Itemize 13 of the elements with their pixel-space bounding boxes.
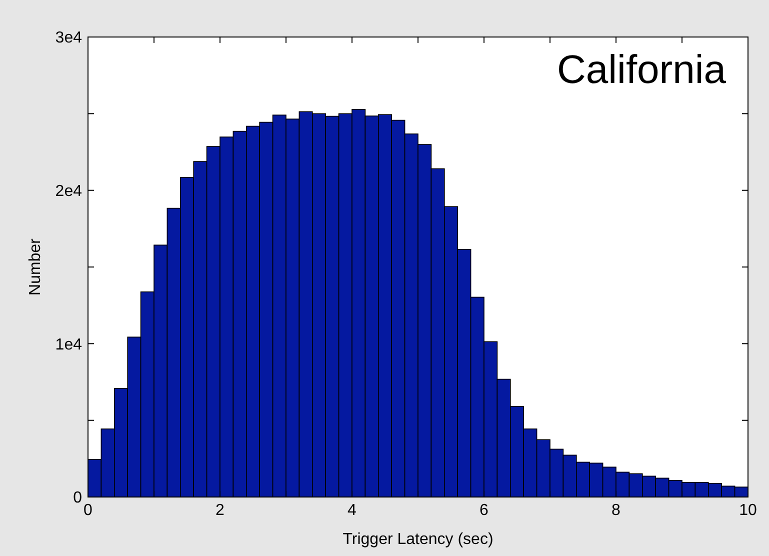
y-tick-label: 0 bbox=[73, 490, 82, 507]
y-axis-title: Number bbox=[27, 238, 44, 296]
annotation: California bbox=[557, 48, 727, 92]
x-axis-title: Trigger Latency (sec) bbox=[342, 531, 494, 548]
x-tick-label: 8 bbox=[612, 502, 621, 519]
x-tick-label: 2 bbox=[216, 502, 225, 519]
y-tick-label: 2e4 bbox=[55, 182, 82, 200]
y-tick-label: 1e4 bbox=[55, 336, 82, 354]
x-tick-label: 6 bbox=[480, 502, 489, 519]
y-tick-label: 3e4 bbox=[55, 30, 82, 47]
x-tick-label: 4 bbox=[348, 502, 357, 519]
x-tick-label: 10 bbox=[739, 502, 757, 519]
x-tick-label: 0 bbox=[84, 502, 93, 519]
